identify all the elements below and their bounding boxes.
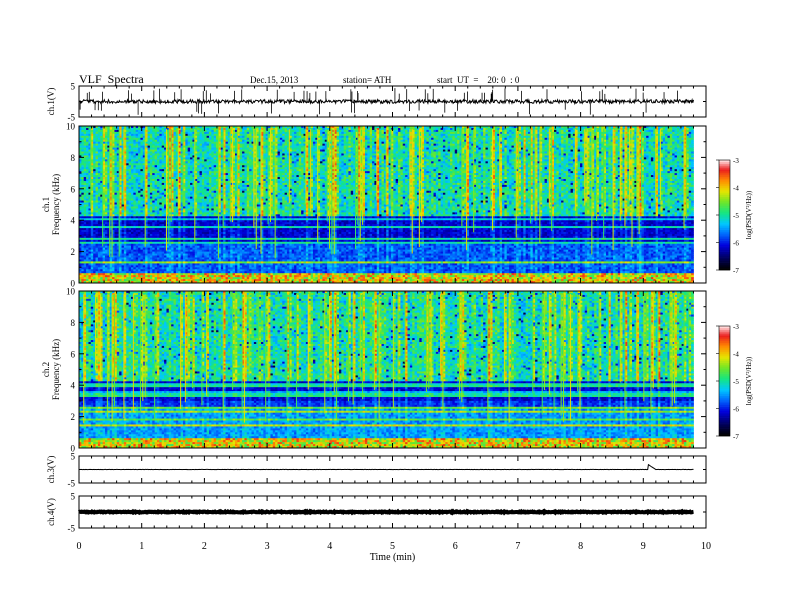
spectrogram-ch1	[79, 126, 694, 283]
waveform-ch1	[79, 100, 694, 104]
y-tick-label: 5	[71, 82, 76, 92]
y-axis-label: ch.1(V)	[46, 88, 56, 116]
vlf-spectra-figure: 5-5ch.1(V)0246810ch.1 Frequency (kHz)0246…	[0, 0, 792, 612]
